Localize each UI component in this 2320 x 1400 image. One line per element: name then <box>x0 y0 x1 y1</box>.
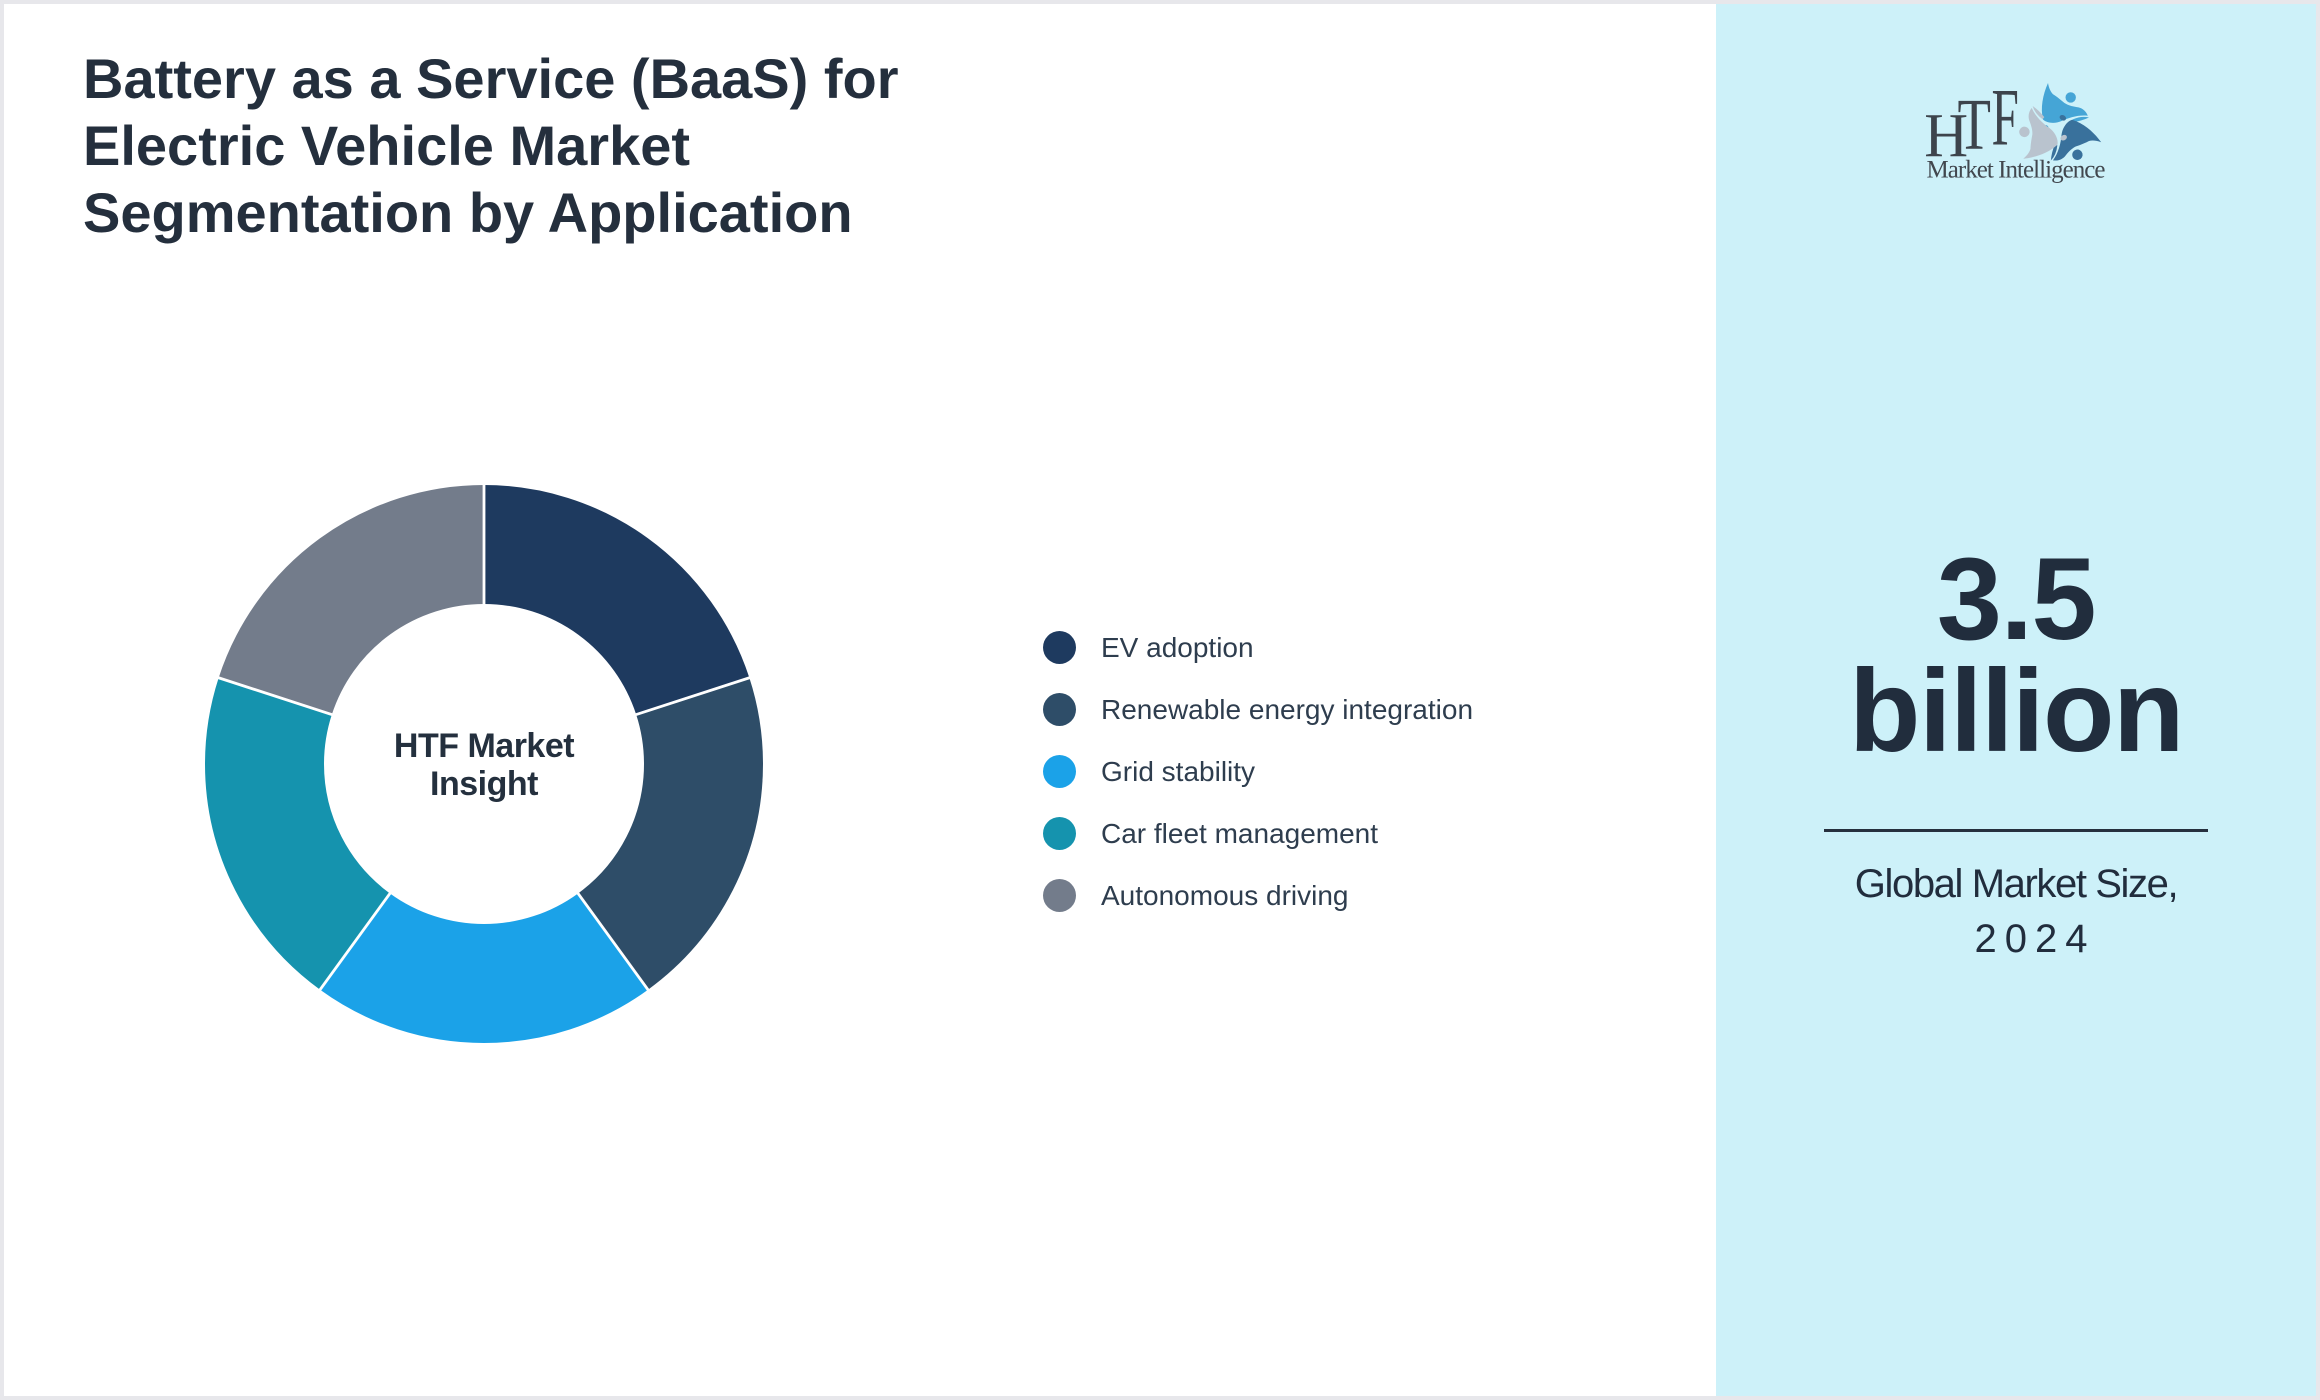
svg-text:Market Intelligence: Market Intelligence <box>1927 156 2106 183</box>
svg-text:T: T <box>1958 84 1991 164</box>
svg-text:F: F <box>1992 72 2019 163</box>
svg-text:H: H <box>1924 101 1968 170</box>
